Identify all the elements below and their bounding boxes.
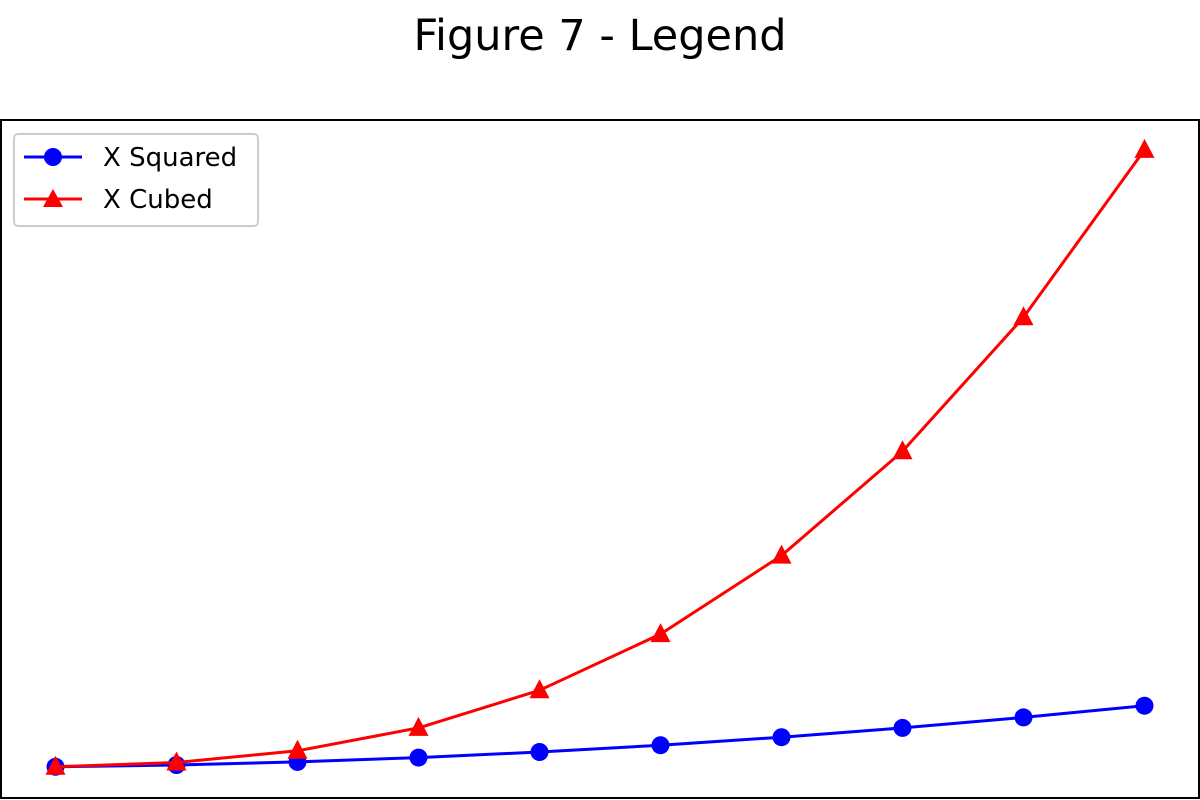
legend-label-x-squared: X Squared bbox=[103, 143, 237, 173]
data-point-x-cubed-10 bbox=[1134, 138, 1155, 158]
data-point-x-squared-6 bbox=[651, 736, 670, 755]
legend-marker-x-cubed bbox=[43, 189, 63, 207]
legend-label-x-cubed: X Cubed bbox=[103, 185, 213, 215]
data-point-x-squared-9 bbox=[1014, 708, 1033, 727]
data-point-x-cubed-9 bbox=[1013, 306, 1034, 326]
data-point-x-squared-5 bbox=[530, 743, 549, 761]
series-line-x-cubed bbox=[55, 149, 1146, 769]
chart-title: Figure 7 - Legend bbox=[413, 11, 786, 61]
data-point-x-cubed-3 bbox=[287, 739, 308, 759]
data-point-x-squared-10 bbox=[1135, 696, 1154, 715]
legend-marker-x-squared bbox=[44, 148, 62, 166]
data-point-x-cubed-6 bbox=[650, 623, 671, 643]
legend: X Squared X Cubed bbox=[13, 133, 259, 227]
series-line-x-squared bbox=[55, 704, 1145, 769]
data-point-x-cubed-1 bbox=[45, 755, 66, 775]
data-point-x-cubed-4 bbox=[408, 716, 429, 736]
data-point-x-cubed-2 bbox=[166, 751, 187, 771]
series-layer bbox=[45, 138, 1155, 776]
data-point-x-squared-4 bbox=[409, 748, 428, 767]
data-point-x-squared-8 bbox=[893, 718, 912, 737]
data-point-x-cubed-8 bbox=[892, 440, 913, 460]
data-point-x-cubed-5 bbox=[529, 679, 550, 699]
data-point-x-squared-7 bbox=[772, 728, 791, 747]
data-point-x-cubed-7 bbox=[771, 544, 792, 564]
plot-area bbox=[0, 119, 1200, 799]
